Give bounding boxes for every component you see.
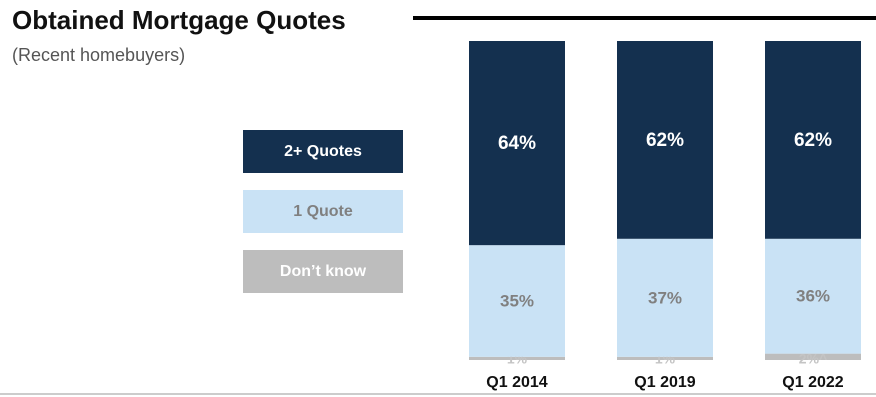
value-label: 62% (646, 130, 684, 151)
legend-label: 2+ Quotes (284, 143, 362, 160)
chart-subtitle: (Recent homebuyers) (12, 45, 185, 65)
x-tick-label: Q1 2022 (782, 374, 843, 391)
chart-title: Obtained Mortgage Quotes (12, 5, 346, 35)
value-label: 62% (794, 130, 832, 151)
bar-segment (765, 353, 861, 360)
bar-segment (617, 356, 713, 360)
bar-segment (765, 238, 861, 354)
legend-swatch (243, 190, 403, 233)
legend-swatch (243, 130, 403, 173)
value-label: 64% (498, 133, 536, 154)
legend-label: Don’t know (280, 263, 367, 280)
bar-segment (469, 245, 565, 357)
bar-segment (617, 238, 713, 357)
value-label: 37% (648, 288, 682, 307)
bar-segment (469, 356, 565, 360)
x-tick-label: Q1 2019 (634, 374, 695, 391)
value-label: 2%^ (799, 351, 827, 367)
bar-segment (469, 41, 565, 246)
legend-label: 1 Quote (293, 203, 353, 220)
bar-segment (765, 41, 861, 239)
bar-segment (617, 41, 713, 239)
legend-swatch (243, 250, 403, 293)
x-tick-label: Q1 2014 (486, 374, 547, 391)
value-label: 35% (500, 291, 534, 310)
value-label: 36% (796, 287, 830, 306)
